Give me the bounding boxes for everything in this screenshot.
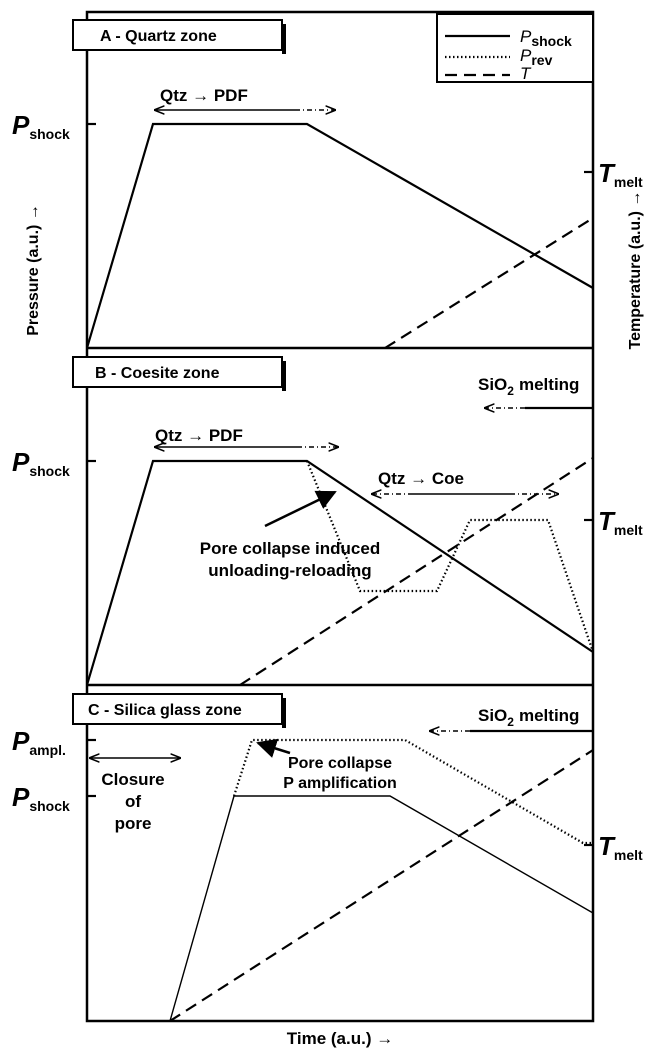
label-main: T (598, 506, 616, 536)
temperature-curve (169, 749, 594, 1022)
panel-label: C - Silica glass zone (88, 702, 242, 719)
label-sub: 2 (507, 715, 514, 729)
p-rev-curve (305, 460, 595, 653)
label-sub: shock (29, 798, 70, 814)
temperature-curve (239, 457, 594, 686)
label-main: P (12, 726, 30, 756)
legend-label: Pshock (520, 27, 572, 49)
y2-axis-label: Temperature (a.u.) → (627, 191, 644, 350)
label-sub: melt (614, 847, 643, 863)
box-shadow (282, 361, 286, 391)
box-shadow (282, 24, 286, 54)
p-rev-curve (232, 738, 593, 845)
legend-sub: rev (531, 52, 552, 68)
closure-label: of (125, 792, 141, 811)
label-main: P (12, 782, 30, 812)
panel-label-box (72, 19, 283, 51)
temperature-curve (384, 217, 594, 349)
label-main: P (12, 447, 30, 477)
p-shock-curve (169, 795, 594, 1022)
p-shock-label: Pshock (12, 110, 70, 142)
box-shadow (282, 698, 286, 728)
p-ampl-label: Pampl. (12, 726, 66, 758)
label-sub: shock (29, 126, 70, 142)
plot-frame (85, 10, 595, 1023)
legend-main: P (520, 27, 532, 46)
closure-label: Closure (101, 770, 164, 789)
label-sub: ampl. (29, 742, 66, 758)
label-main: P (12, 110, 30, 140)
t-melt-label: Tmelt (598, 506, 643, 538)
legend-main: P (520, 46, 532, 65)
label-main: SiO (478, 375, 507, 394)
p-shock-label: Pshock (12, 782, 70, 814)
label-sub: 2 (507, 384, 514, 398)
closure-label: pore (115, 814, 152, 833)
note-arrow (256, 738, 291, 758)
label-rest: melting (519, 706, 579, 725)
label-sub: melt (614, 522, 643, 538)
x-axis-label: Time (a.u.) → (287, 1029, 393, 1048)
label-main: T (598, 158, 616, 188)
melting-label: SiO2 melting (478, 375, 579, 398)
panel-label-box (72, 693, 283, 725)
label-sub: melt (614, 174, 643, 190)
label-main: SiO (478, 706, 507, 725)
annotation: Qtz → PDF (160, 86, 248, 105)
y-axis-label: Pressure (a.u.) → (25, 204, 42, 336)
panel-label: A - Quartz zone (100, 28, 217, 45)
t-melt-label: Tmelt (598, 831, 643, 863)
note: Pore collapse (288, 755, 392, 772)
legend-sub: shock (531, 33, 572, 49)
legend-box (436, 13, 594, 83)
note: Pore collapse induced (200, 539, 380, 558)
annotation: Qtz → PDF (155, 426, 243, 445)
p-shock-curve (85, 459, 594, 686)
p-shock-curve (85, 122, 594, 349)
label-main: T (598, 831, 616, 861)
label-sub: shock (29, 463, 70, 479)
t-melt-label: Tmelt (598, 158, 643, 190)
note: unloading-reloading (208, 561, 371, 580)
melting-label: SiO2 melting (478, 706, 579, 729)
legend-label: Prev (520, 46, 553, 68)
annotation: Qtz → Coe (378, 469, 464, 488)
note: P amplification (283, 775, 397, 792)
p-shock-label: Pshock (12, 447, 70, 479)
panel-label: B - Coesite zone (95, 365, 220, 382)
legend-label: T (520, 64, 532, 83)
label-rest: melting (519, 375, 579, 394)
note-arrow (264, 490, 337, 528)
